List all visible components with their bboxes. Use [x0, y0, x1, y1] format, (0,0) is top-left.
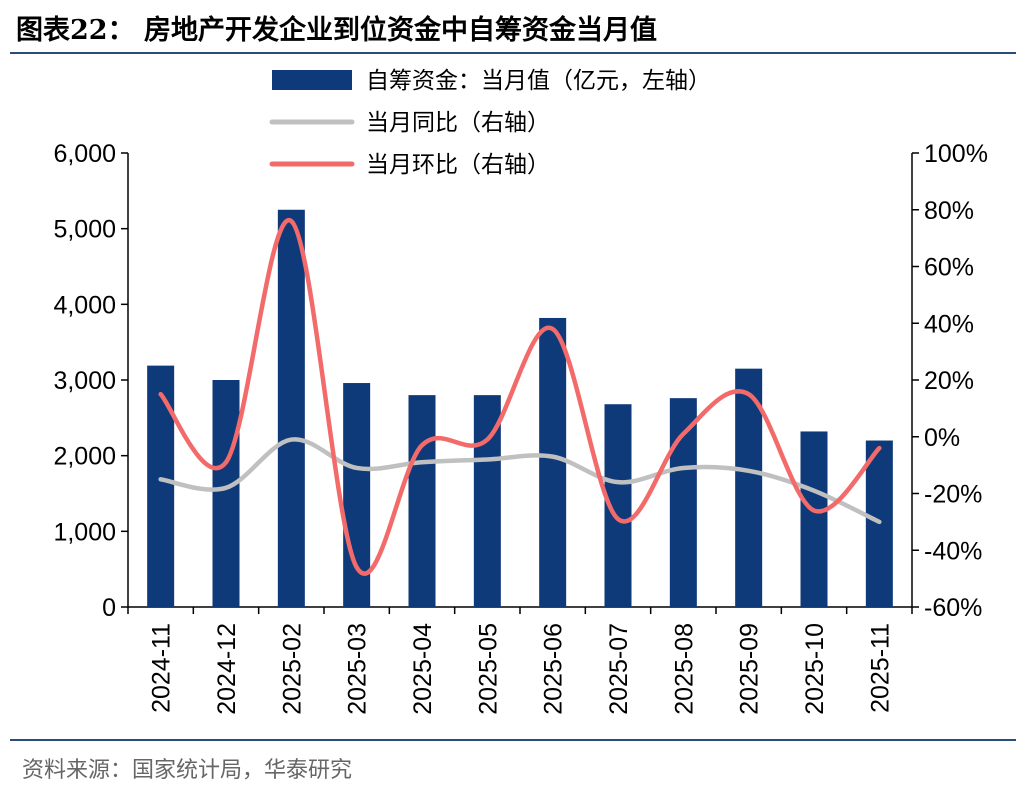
right-tick-label: 40%	[924, 310, 974, 338]
mom-line	[158, 218, 882, 576]
left-tick-label: 3,000	[53, 367, 116, 395]
right-tick-label: 60%	[924, 254, 974, 282]
x-tick-label: 2025-05	[474, 623, 502, 715]
right-tick-label: 100%	[924, 140, 988, 168]
footer-divider	[10, 739, 1016, 741]
x-tick-label: 2025-07	[605, 623, 633, 715]
bar-series	[147, 209, 893, 607]
bar-2025-06	[539, 317, 567, 607]
source-note: 资料来源：国家统计局，华泰研究	[22, 758, 353, 783]
right-tick-label: 80%	[924, 197, 974, 225]
right-tick-label: 20%	[924, 367, 974, 395]
axes: 0 1,000 2,000 3,000 4,000 5,000 6,000 -60% -40% -…	[53, 140, 988, 622]
right-tick-label: -60%	[924, 594, 982, 622]
bar-2024-11	[147, 365, 175, 607]
left-tick-label: 0	[102, 594, 116, 622]
right-tick-label: 0%	[924, 424, 960, 452]
x-tick-label: 2024-12	[213, 623, 241, 715]
x-tick-label: 2024-11	[148, 623, 176, 713]
bar-2025-08	[669, 398, 697, 607]
legend-bar-entry-label: 自筹资金：当月值（亿元，左轴）	[366, 68, 711, 94]
bar-2024-12	[212, 380, 240, 607]
x-tick-label: 2025-08	[670, 623, 698, 715]
right-tick-label: -20%	[924, 481, 982, 509]
x-tick-label: 2025-04	[409, 623, 437, 715]
chart-title: 图表22： 房地产开发企业到位资金中自筹资金当月值	[16, 15, 657, 46]
left-tick-label: 5,000	[53, 216, 116, 244]
line-series	[158, 218, 882, 576]
x-tick-label: 2025-02	[278, 623, 306, 715]
right-tick-label: -40%	[924, 537, 982, 565]
x-tick-label: 2025-11	[866, 623, 894, 713]
x-tick-label: 2025-03	[344, 623, 372, 715]
bar-2025-10	[800, 431, 828, 607]
x-tick-labels: 2024-11 2024-12 2025-02 2025-03 2025-04 2025-…	[148, 623, 895, 715]
x-tick-label: 2025-06	[540, 623, 568, 715]
legend-mom-entry-label: 当月环比（右轴）	[366, 152, 550, 178]
yoy-line	[158, 437, 882, 525]
legend-bar-entry-swatch	[272, 70, 352, 90]
title-divider	[10, 52, 1016, 54]
legend-yoy-entry-label: 当月同比（右轴）	[366, 110, 550, 136]
left-tick-label: 2,000	[53, 443, 116, 471]
x-tick-label: 2025-09	[736, 623, 764, 715]
bar-2025-02	[277, 209, 305, 607]
bar-2025-04	[408, 395, 436, 607]
left-tick-label: 4,000	[53, 291, 116, 319]
left-tick-label: 6,000	[53, 140, 116, 168]
x-tick-label: 2025-10	[801, 623, 829, 715]
bar-2025-09	[735, 368, 763, 607]
left-tick-label: 1,000	[53, 518, 116, 546]
legend: 自筹资金：当月值（亿元，左轴） 当月同比（右轴） 当月环比（右轴）	[269, 68, 711, 178]
